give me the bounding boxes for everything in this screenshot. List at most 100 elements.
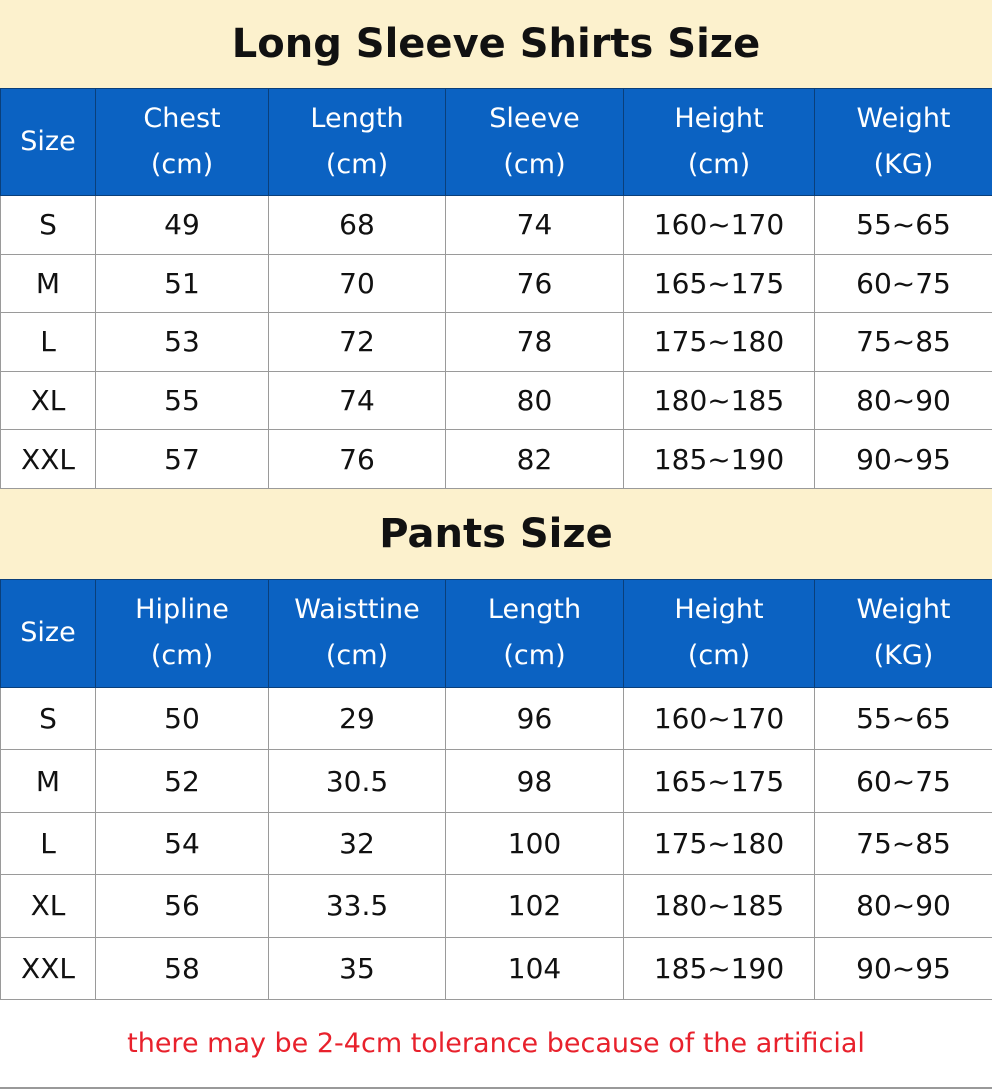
value-cell: 60~75 xyxy=(815,750,992,812)
value-cell: 70 xyxy=(269,254,446,313)
value-cell: 68 xyxy=(269,196,446,255)
column-header: Waisttine(cm) xyxy=(269,579,446,687)
value-cell: 55~65 xyxy=(815,687,992,749)
column-header: Length(cm) xyxy=(446,579,624,687)
value-cell: 102 xyxy=(446,875,624,937)
value-cell: 80 xyxy=(446,371,624,430)
shirts-title: Long Sleeve Shirts Size xyxy=(0,0,992,88)
value-cell: 175~180 xyxy=(624,812,815,874)
size-cell: M xyxy=(1,750,96,812)
value-cell: 55~65 xyxy=(815,196,992,255)
size-cell: L xyxy=(1,812,96,874)
value-cell: 30.5 xyxy=(269,750,446,812)
value-cell: 82 xyxy=(446,430,624,489)
column-header-line: (cm) xyxy=(96,142,268,188)
pants-title: Pants Size xyxy=(0,489,992,579)
column-header-line: Height xyxy=(624,96,814,142)
column-header-line: (KG) xyxy=(815,633,992,679)
size-cell: XXL xyxy=(1,937,96,999)
value-cell: 50 xyxy=(96,687,269,749)
value-cell: 160~170 xyxy=(624,687,815,749)
tolerance-note: there may be 2-4cm tolerance because of … xyxy=(0,1000,992,1089)
value-cell: 180~185 xyxy=(624,371,815,430)
size-cell: S xyxy=(1,196,96,255)
column-header-line: (cm) xyxy=(96,633,268,679)
column-header-line: Weight xyxy=(815,587,992,633)
value-cell: 90~95 xyxy=(815,430,992,489)
value-cell: 55 xyxy=(96,371,269,430)
size-cell: S xyxy=(1,687,96,749)
value-cell: 98 xyxy=(446,750,624,812)
value-cell: 96 xyxy=(446,687,624,749)
value-cell: 74 xyxy=(269,371,446,430)
size-cell: L xyxy=(1,313,96,372)
value-cell: 76 xyxy=(446,254,624,313)
column-header: Hipline(cm) xyxy=(96,579,269,687)
size-cell: XXL xyxy=(1,430,96,489)
size-cell: M xyxy=(1,254,96,313)
column-header-line: Sleeve xyxy=(446,96,623,142)
column-header: Size xyxy=(1,579,96,687)
value-cell: 78 xyxy=(446,313,624,372)
value-cell: 175~180 xyxy=(624,313,815,372)
column-header-line: Height xyxy=(624,587,814,633)
column-header: Height(cm) xyxy=(624,89,815,196)
value-cell: 51 xyxy=(96,254,269,313)
value-cell: 185~190 xyxy=(624,430,815,489)
value-cell: 58 xyxy=(96,937,269,999)
value-cell: 165~175 xyxy=(624,750,815,812)
column-header-line: (cm) xyxy=(269,633,445,679)
column-header-line: Length xyxy=(446,587,623,633)
value-cell: 80~90 xyxy=(815,875,992,937)
value-cell: 54 xyxy=(96,812,269,874)
value-cell: 33.5 xyxy=(269,875,446,937)
column-header: Size xyxy=(1,89,96,196)
column-header: Height(cm) xyxy=(624,579,815,687)
column-header: Weight(KG) xyxy=(815,89,992,196)
value-cell: 90~95 xyxy=(815,937,992,999)
column-header: Length(cm) xyxy=(269,89,446,196)
column-header-line: (cm) xyxy=(446,633,623,679)
value-cell: 75~85 xyxy=(815,812,992,874)
column-header-line: Weight xyxy=(815,96,992,142)
value-cell: 104 xyxy=(446,937,624,999)
column-header: Sleeve(cm) xyxy=(446,89,624,196)
value-cell: 35 xyxy=(269,937,446,999)
value-cell: 53 xyxy=(96,313,269,372)
column-header-line: Chest xyxy=(96,96,268,142)
column-header-line: (cm) xyxy=(624,142,814,188)
value-cell: 60~75 xyxy=(815,254,992,313)
size-cell: XL xyxy=(1,371,96,430)
column-header-line: Waisttine xyxy=(269,587,445,633)
value-cell: 80~90 xyxy=(815,371,992,430)
column-header: Chest(cm) xyxy=(96,89,269,196)
value-cell: 75~85 xyxy=(815,313,992,372)
size-cell: XL xyxy=(1,875,96,937)
value-cell: 180~185 xyxy=(624,875,815,937)
value-cell: 165~175 xyxy=(624,254,815,313)
value-cell: 32 xyxy=(269,812,446,874)
column-header-line: (KG) xyxy=(815,142,992,188)
value-cell: 74 xyxy=(446,196,624,255)
value-cell: 160~170 xyxy=(624,196,815,255)
column-header-line: (cm) xyxy=(624,633,814,679)
column-header-line: (cm) xyxy=(269,142,445,188)
column-header: Weight(KG) xyxy=(815,579,992,687)
value-cell: 52 xyxy=(96,750,269,812)
value-cell: 57 xyxy=(96,430,269,489)
value-cell: 72 xyxy=(269,313,446,372)
value-cell: 76 xyxy=(269,430,446,489)
